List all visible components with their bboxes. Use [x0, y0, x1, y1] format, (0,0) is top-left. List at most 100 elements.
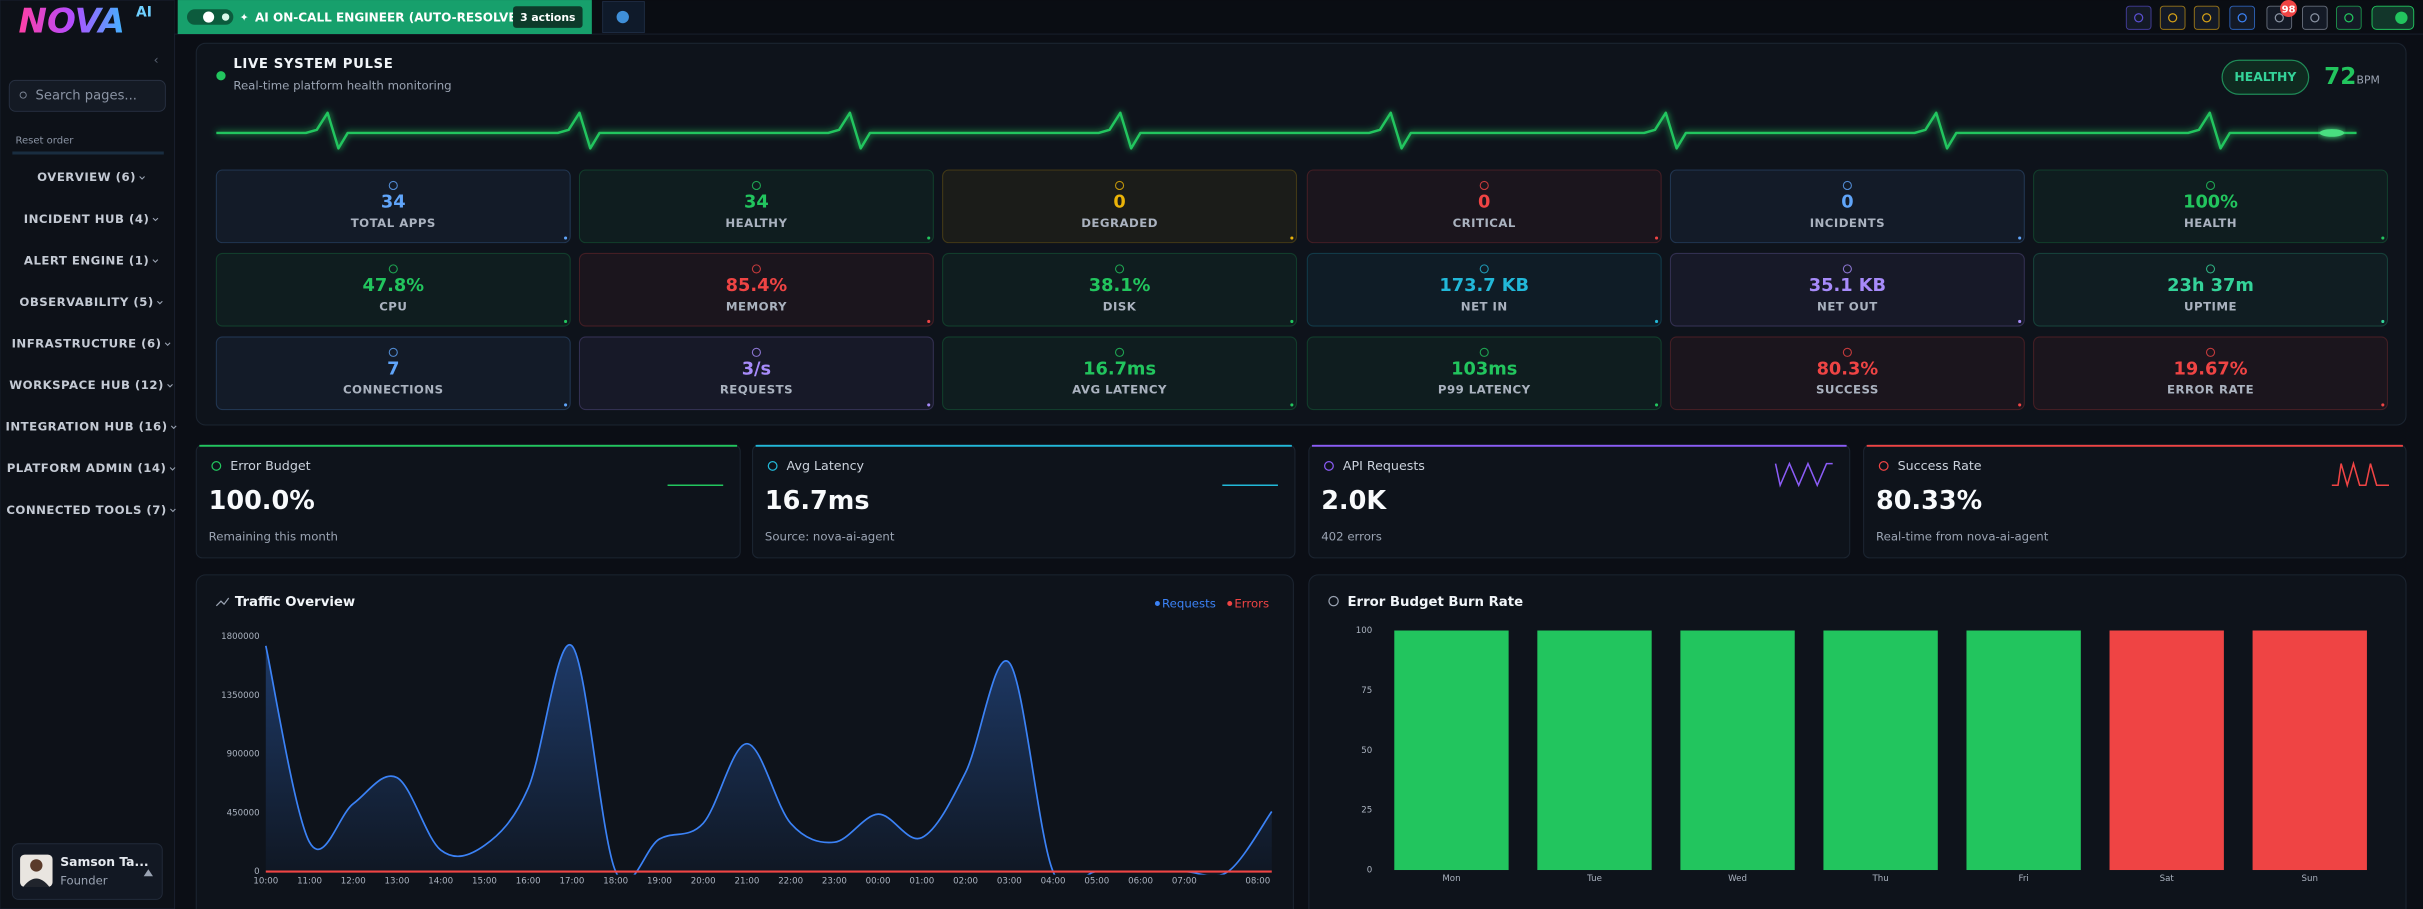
- search-icon: [19, 91, 27, 99]
- kpi-note: Real-time from nova-ai-agent: [1876, 530, 2049, 544]
- toolbar-button[interactable]: [2229, 5, 2256, 30]
- nav-item[interactable]: CONNECTED TOOLS (7): [6, 503, 166, 517]
- metric-label: SUCCESS: [1816, 383, 1879, 397]
- toolbar-icon: [2168, 13, 2178, 23]
- metric-tile: [2033, 169, 2388, 244]
- chart-icon: [1328, 595, 1339, 607]
- nav-item[interactable]: OBSERVABILITY (5): [19, 295, 153, 309]
- pulse-subtitle: Real-time platform health monitoring: [233, 78, 451, 92]
- metric-corner: [1290, 319, 1294, 323]
- x-tick-label: 18:00: [603, 876, 628, 886]
- nav-item[interactable]: INFRASTRUCTURE (6): [12, 337, 162, 351]
- collapse-icon[interactable]: ‹: [154, 53, 159, 67]
- x-tick-label: Fri: [2019, 874, 2029, 884]
- nav-item[interactable]: INTEGRATION HUB (16): [6, 420, 168, 434]
- metric-icon: [388, 180, 398, 191]
- toolbar-icon: [2310, 13, 2320, 23]
- x-tick-label: 04:00: [1041, 876, 1066, 886]
- x-tick-label: Thu: [1871, 874, 1888, 884]
- metric-corner: [2381, 403, 2385, 407]
- nav-caret: [167, 383, 173, 388]
- nav-item[interactable]: INCIDENT HUB (4): [24, 212, 150, 226]
- kpi-title: Avg Latency: [787, 458, 865, 473]
- kpi-icon: [1878, 460, 1889, 471]
- x-tick-label: 20:00: [691, 876, 716, 886]
- chart-title: Traffic Overview: [235, 595, 355, 610]
- metric-icon: [1842, 264, 1852, 274]
- metric-label: TOTAL APPS: [351, 216, 436, 230]
- metric-value: 0: [1478, 192, 1490, 212]
- metric-corner: [1654, 319, 1659, 323]
- metric-value: 0: [1113, 192, 1125, 212]
- x-tick-label: 06:00: [1128, 876, 1153, 886]
- toggle-dot: [221, 13, 230, 21]
- badge: [2280, 0, 2298, 18]
- metric-corner: [2018, 403, 2022, 407]
- toolbar-button[interactable]: [2336, 5, 2362, 30]
- kpi-value: 100.0%: [209, 486, 315, 516]
- toolbar-button[interactable]: [2125, 5, 2152, 30]
- banner-text: AI ON-CALL ENGINEER (AUTO-RESOLVE): [255, 10, 522, 24]
- toolbar-icon: [2202, 13, 2212, 23]
- nav-item[interactable]: WORKSPACE HUB (12): [9, 378, 164, 392]
- metric-label: ERROR RATE: [2167, 383, 2254, 397]
- y-tick-label: 1350000: [221, 691, 259, 701]
- toolbar-button[interactable]: [2159, 5, 2186, 30]
- nav-item[interactable]: ALERT ENGINE (1): [24, 253, 149, 267]
- y-tick-label: 450000: [227, 808, 260, 818]
- y-tick-label: 50: [1361, 746, 1372, 756]
- metric-label: CRITICAL: [1453, 216, 1516, 230]
- metric-tile: [1306, 336, 1662, 411]
- kpi-note: 402 errors: [1321, 530, 1382, 544]
- toolbar-icon: [2274, 13, 2284, 23]
- toolbar-button[interactable]: [2193, 5, 2220, 30]
- metric-tile: [1306, 169, 1662, 244]
- metric-value: 85.4%: [726, 276, 788, 296]
- metric-icon: [1479, 347, 1489, 357]
- series-area: [265, 644, 1272, 875]
- nav-item[interactable]: OVERVIEW (6): [37, 170, 136, 184]
- reset-order[interactable]: Reset order: [15, 136, 74, 147]
- search-box[interactable]: [8, 79, 166, 112]
- nav-caret: [170, 508, 176, 513]
- metric-icon: [388, 264, 398, 274]
- x-tick-label: 08:00: [1245, 876, 1270, 886]
- nav-caret: [169, 467, 176, 471]
- metric-label: DEGRADED: [1081, 216, 1158, 230]
- chart-title: Error Budget Burn Rate: [1347, 595, 1523, 610]
- metric-corner: [564, 403, 568, 407]
- metric-value: 80.3%: [1817, 359, 1879, 379]
- toolbar-button[interactable]: [2302, 5, 2328, 30]
- actions-chip[interactable]: [513, 6, 583, 28]
- metric-tile: [942, 169, 1298, 244]
- x-tick-label: 01:00: [909, 876, 934, 886]
- nav-item[interactable]: PLATFORM ADMIN (14): [7, 461, 167, 475]
- y-tick-label: 0: [1367, 866, 1373, 876]
- y-tick-label: 0: [254, 867, 260, 877]
- kpi-value: 16.7ms: [765, 486, 870, 516]
- metric-value: 19.67%: [2174, 359, 2248, 379]
- search-placeholder: Search pages...: [36, 88, 137, 103]
- metric-corner: [2381, 236, 2385, 240]
- kpi-title: Error Budget: [230, 458, 310, 473]
- metric-tile: [215, 169, 571, 244]
- heartbeat-line: [216, 111, 2357, 150]
- agent-icon: [616, 10, 629, 24]
- legend-label: Requests: [1162, 597, 1216, 611]
- legend-dot: [1227, 600, 1233, 606]
- metric-value: 100%: [2183, 192, 2238, 212]
- badge-count: 98: [2282, 4, 2296, 15]
- metric-label: HEALTH: [2184, 216, 2237, 230]
- x-tick-label: 14:00: [428, 876, 453, 886]
- x-tick-label: 15:00: [472, 876, 497, 886]
- kpi-title: Success Rate: [1898, 458, 1982, 473]
- bar: [2109, 630, 2224, 871]
- x-tick-label: Sun: [2302, 874, 2318, 884]
- legend-dot: [1154, 600, 1160, 606]
- metric-icon: [1842, 347, 1852, 357]
- metric-icon: [1114, 180, 1125, 191]
- toolbar-icon: [2344, 13, 2354, 23]
- nav-caret: [152, 217, 159, 222]
- metric-value: 47.8%: [362, 276, 424, 296]
- kpi-icon: [767, 460, 778, 471]
